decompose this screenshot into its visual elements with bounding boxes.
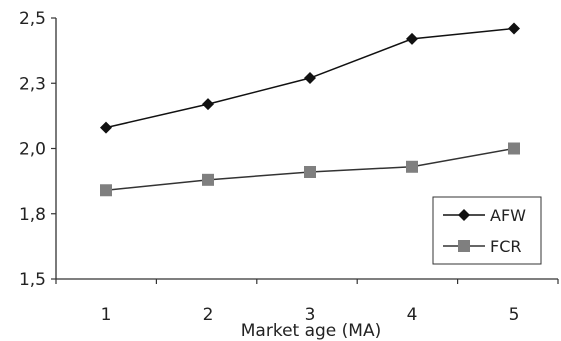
- y-tick-label: 2,0: [19, 140, 46, 160]
- legend-box: [432, 196, 542, 265]
- y-tick-label: 2,3: [19, 74, 46, 94]
- x-axis-title: Market age (MA): [241, 321, 381, 341]
- fcr-point: [100, 184, 112, 197]
- legend-marker-afw: [458, 209, 470, 221]
- legend-label-afw: AFW: [490, 206, 526, 225]
- x-tick-label: 1: [101, 305, 112, 325]
- y-tick-label: 1,5: [19, 270, 46, 290]
- legend: AFW FCR: [432, 196, 542, 265]
- y-tick-label: 1,8: [19, 205, 46, 225]
- x-axis-ticks: 1 2 3 4 5: [55, 279, 559, 325]
- afw-point: [202, 98, 214, 111]
- afw-point: [100, 121, 112, 134]
- fcr-point: [406, 160, 418, 173]
- x-tick-label: 2: [203, 305, 214, 325]
- afw-point: [304, 72, 316, 85]
- legend-item-afw: AFW: [443, 206, 526, 225]
- fcr-series: [100, 142, 520, 197]
- afw-point: [508, 22, 520, 35]
- fcr-point: [202, 173, 214, 186]
- series-layer: [100, 22, 520, 197]
- x-tick-label: 3: [305, 305, 316, 325]
- legend-item-fcr: FCR: [443, 237, 522, 256]
- afw-series: [100, 22, 520, 134]
- fcr-point: [304, 165, 316, 178]
- legend-label-fcr: FCR: [490, 237, 522, 256]
- y-tick-label: 2,5: [19, 9, 46, 29]
- x-tick-label: 5: [509, 305, 520, 325]
- fcr-point: [508, 142, 520, 155]
- y-axis-ticks: 1,5 1,8 2,0 2,3 2,5: [19, 9, 56, 290]
- afw-point: [406, 32, 418, 45]
- legend-marker-fcr: [458, 240, 470, 252]
- x-tick-label: 4: [407, 305, 418, 325]
